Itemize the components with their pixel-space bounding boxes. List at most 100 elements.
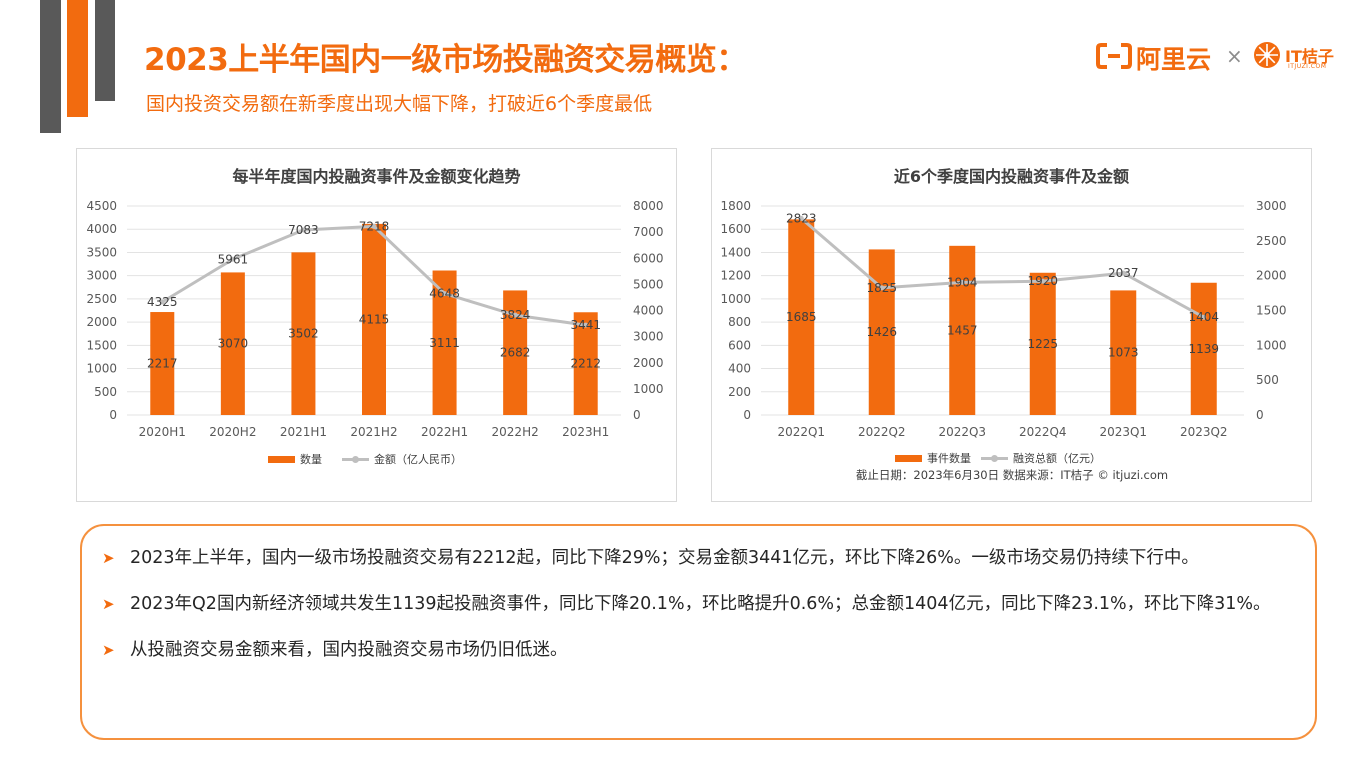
bar (362, 223, 386, 415)
line-point (879, 285, 885, 291)
legend-swatch-marker (352, 456, 359, 463)
line-data-label: 1404 (1188, 310, 1219, 324)
y-right-tick-label: 5000 (633, 277, 664, 291)
bar-data-label: 1426 (866, 325, 897, 339)
page-title: 2023上半年国内一级市场投融资交易概览： (144, 42, 747, 78)
arrow-bullet-icon: ➤ (102, 641, 115, 659)
summary-list: ➤ 2023年上半年，国内一级市场投融资交易有2212起，同比下降29%；交易金… (102, 544, 1291, 665)
x-tick-label: 2022Q3 (938, 425, 986, 439)
y-left-tick-label: 3500 (86, 245, 117, 259)
x-tick-label: 2020H2 (209, 425, 256, 439)
bar (1110, 290, 1137, 415)
y-right-tick-label: 1000 (633, 382, 664, 396)
line-data-label: 2037 (1108, 266, 1139, 280)
x-tick-label: 2021H2 (350, 425, 397, 439)
y-right-tick-label: 7000 (633, 225, 664, 239)
line-point (798, 215, 804, 221)
bar-data-label: 2217 (147, 357, 178, 371)
y-left-tick-label: 0 (743, 408, 751, 422)
bar (788, 219, 815, 415)
line-data-label: 3824 (500, 308, 531, 322)
arrow-bullet-icon: ➤ (102, 595, 115, 613)
legend-label: 金额（亿人民币） (374, 452, 462, 466)
y-left-tick-label: 3000 (86, 269, 117, 283)
itjuzi-logo-icon (1254, 42, 1280, 68)
summary-text: 2023年上半年，国内一级市场投融资交易有2212起，同比下降29%；交易金额3… (130, 548, 1199, 568)
y-right-tick-label: 3000 (1256, 199, 1287, 213)
y-right-tick-label: 2500 (1256, 234, 1287, 248)
legend-label: 数量 (300, 453, 322, 466)
bar-data-label: 2682 (500, 346, 531, 360)
line-data-label: 4648 (429, 287, 460, 301)
y-right-tick-label: 8000 (633, 199, 664, 213)
line-point (230, 256, 236, 262)
decor-bar-gray-right (95, 0, 115, 101)
line-data-label: 1904 (947, 275, 978, 289)
bar-data-label: 2212 (570, 357, 601, 371)
bar-data-label: 3502 (288, 327, 319, 341)
x-tick-label: 2020H1 (139, 425, 186, 439)
line-data-label: 5961 (218, 252, 249, 266)
x-tick-label: 2021H1 (280, 425, 327, 439)
line-data-label: 7218 (359, 219, 390, 233)
page-subtitle: 国内投资交易额在新季度出现大幅下降，打破近6个季度最低 (146, 93, 653, 115)
bar (220, 272, 245, 415)
y-left-tick-label: 200 (728, 385, 751, 399)
legend-swatch-bar (268, 456, 295, 463)
summary-item: ➤ 从投融资交易金额来看，国内投融资交易市场仍旧低迷。 (102, 636, 1291, 665)
y-right-tick-label: 6000 (633, 251, 664, 265)
y-right-tick-label: 500 (1256, 373, 1279, 387)
series-line (800, 217, 1205, 319)
y-right-tick-label: 1000 (1256, 338, 1287, 352)
bar (150, 312, 175, 415)
x-tick-label: 2022H1 (421, 425, 468, 439)
itjuzi-logo-subtext: ITJUZI.COM (1288, 63, 1327, 70)
logo-separator: × (1226, 44, 1243, 68)
y-left-tick-label: 4500 (86, 199, 117, 213)
line-point (512, 312, 518, 318)
line-data-label: 1825 (866, 281, 897, 295)
y-left-tick-label: 1000 (86, 362, 117, 376)
y-left-tick-label: 1400 (720, 245, 751, 259)
line-data-label: 4325 (147, 295, 178, 309)
x-tick-label: 2022Q2 (858, 425, 906, 439)
x-tick-label: 2022Q4 (1019, 425, 1067, 439)
y-left-tick-label: 0 (109, 408, 117, 422)
line-point (1040, 278, 1046, 284)
y-right-tick-label: 4000 (633, 304, 664, 318)
y-left-tick-label: 1600 (720, 222, 751, 236)
line-point (159, 299, 165, 305)
y-right-tick-label: 3000 (633, 330, 664, 344)
y-right-tick-label: 2000 (633, 356, 664, 370)
y-right-tick-label: 1500 (1256, 304, 1287, 318)
line-point (371, 223, 377, 229)
bar-data-label: 1685 (786, 310, 817, 324)
summary-item: ➤ 2023年Q2国内新经济领域共发生1139起投融资事件，同比下降20.1%，… (102, 590, 1291, 619)
bar (573, 312, 598, 415)
bar-data-label: 1073 (1108, 346, 1139, 360)
line-point (1120, 270, 1126, 276)
line-point (583, 322, 589, 328)
bar (291, 252, 316, 415)
line-point (1201, 314, 1207, 320)
decor-bar-orange (67, 0, 88, 117)
x-tick-label: 2023Q1 (1099, 425, 1147, 439)
x-tick-label: 2023Q2 (1180, 425, 1228, 439)
bar-data-label: 3070 (218, 337, 249, 351)
bar-data-label: 1457 (947, 323, 978, 337)
legend-label: 融资总额（亿元） (1013, 451, 1101, 465)
x-tick-label: 2022H2 (492, 425, 539, 439)
line-data-label: 7083 (288, 223, 319, 237)
bar (868, 249, 895, 415)
chart-title: 近6个季度国内投融资事件及金额 (893, 167, 1130, 186)
y-right-tick-label: 0 (1256, 408, 1264, 422)
line-point (300, 227, 306, 233)
aliyun-logo-icon (1096, 43, 1132, 69)
x-tick-label: 2023H1 (562, 425, 609, 439)
y-right-tick-label: 0 (633, 408, 641, 422)
y-left-tick-label: 400 (728, 362, 751, 376)
bar-data-label: 1139 (1188, 342, 1219, 356)
itjuzi-logo-text: IT桔子 (1285, 47, 1334, 66)
line-data-label: 2823 (786, 211, 817, 225)
quarterly-chart: 0 200 400 600 800 1000 1200 1400 1600 1800 0 500 100… (720, 199, 1287, 482)
